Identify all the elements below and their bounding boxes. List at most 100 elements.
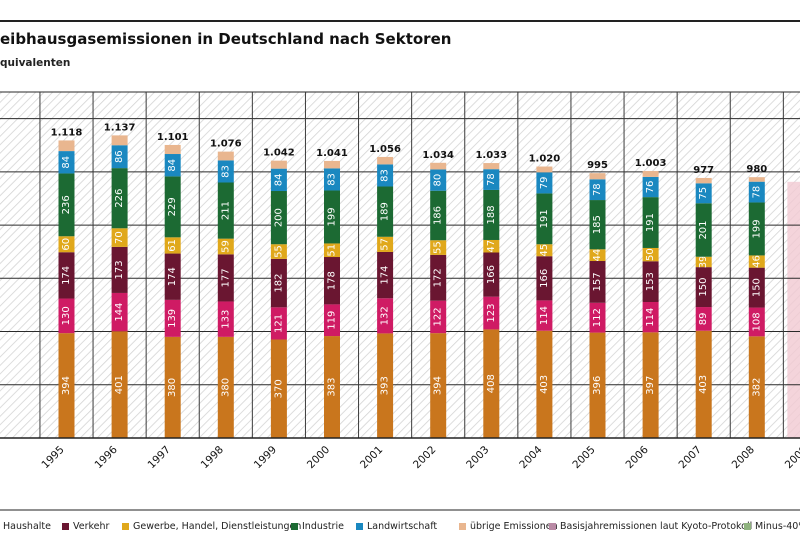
- bar-segment: [164, 176, 181, 238]
- bar-value-label: 114: [645, 308, 656, 327]
- bar-value-label: 46: [751, 255, 762, 268]
- legend-item: Haushalte: [3, 521, 51, 532]
- bar-value-label: 380: [220, 378, 231, 397]
- bar-value-label: 397: [645, 376, 656, 395]
- bar-value-label: 229: [167, 197, 178, 216]
- bar-segment: [589, 332, 606, 438]
- bar-segment: [483, 239, 500, 253]
- bar-segment: [58, 298, 75, 334]
- bar-segment: [695, 183, 712, 204]
- bar-segment: [536, 244, 553, 257]
- bar-value-label: 39: [698, 256, 709, 269]
- x-tick-label: 1996: [92, 444, 120, 472]
- bar-value-label: 78: [486, 173, 497, 186]
- bar-value-label: 191: [539, 209, 550, 228]
- bar-value-label: 78: [592, 183, 603, 196]
- bar-segment: [483, 252, 500, 297]
- x-tick-label: 2009: [783, 444, 800, 471]
- bar-value-label: 83: [220, 165, 231, 178]
- bar-value-label: 211: [220, 201, 231, 220]
- bar-value-label: 51: [327, 244, 338, 257]
- bar-segment: [377, 164, 394, 187]
- bar-segment: [430, 190, 447, 241]
- bar-total-label: 1.056: [369, 144, 401, 155]
- bar-value-label: 200: [273, 208, 284, 227]
- bar-segment: [589, 179, 606, 201]
- plot-background: [0, 92, 800, 438]
- bar-value-label: 80: [433, 174, 444, 187]
- bar-segment: [695, 307, 712, 331]
- bar-segment: [111, 228, 128, 247]
- bar-segment: [589, 200, 606, 250]
- bar-total-label: 1.042: [263, 148, 295, 159]
- bar-value-label: 396: [592, 376, 603, 395]
- bar-segment: [536, 330, 553, 438]
- bar-value-label: 122: [433, 307, 444, 326]
- bar-segment: [217, 238, 234, 255]
- bar-value-label: 76: [645, 181, 656, 194]
- bar-value-label: 166: [486, 265, 497, 284]
- bar-segment: [270, 339, 287, 438]
- bar-value-label: 44: [592, 249, 603, 262]
- plot-area-hatch: [0, 92, 800, 438]
- bar-segment: [748, 255, 765, 268]
- bar-segment: [58, 333, 75, 438]
- legend-item: Gewerbe, Handel, Dienstleistungen: [122, 521, 301, 532]
- bar-segment: [270, 160, 287, 169]
- bar-segment: [270, 191, 287, 245]
- bar-total-label: 1.033: [475, 150, 507, 161]
- bar-total-label: 1.034: [422, 150, 454, 161]
- legend-swatch: [62, 523, 69, 530]
- bar-value-label: 393: [380, 376, 391, 395]
- bar-segment: [695, 256, 712, 268]
- bar-segment: [164, 299, 181, 337]
- bar-segment: [111, 246, 128, 293]
- totals-layer: 1.118 1.137 1.101 1.076 1.042 1.041 1.056 1.034…: [51, 122, 800, 193]
- bar-segment: [111, 331, 128, 438]
- bar-value-label: 55: [273, 245, 284, 258]
- legend-swatch: [356, 523, 363, 530]
- bar-value-label: 166: [539, 269, 550, 288]
- bar-value-label: 153: [645, 272, 656, 291]
- bar-value-label: 50: [645, 248, 656, 261]
- bar-segment: [217, 254, 234, 302]
- bar-segment: [695, 267, 712, 308]
- bar-segment: [748, 267, 765, 308]
- bar-segment: [536, 193, 553, 245]
- bar-segment: [430, 240, 447, 255]
- bar-segment: [589, 249, 606, 262]
- bar-total-label: 977: [693, 165, 714, 176]
- legend-label: Verkehr: [73, 521, 110, 532]
- bar-value-label: 226: [114, 189, 125, 208]
- bar-segment: [217, 182, 234, 239]
- bar-value-label: 84: [167, 159, 178, 172]
- bar-segment: [589, 261, 606, 303]
- bar-segment: [748, 202, 765, 256]
- bar-value-label: 84: [273, 173, 284, 186]
- bar-segment: [642, 176, 659, 198]
- legend-swatch: [744, 523, 751, 530]
- bar-value-label: 185: [592, 215, 603, 234]
- bar-segment: [324, 257, 340, 305]
- legend-item: Verkehr: [62, 521, 109, 532]
- bar-value-label: 173: [114, 260, 125, 279]
- bar-value-label: 130: [61, 306, 72, 325]
- bar-segment: [111, 292, 128, 332]
- bar-value-label: 199: [327, 207, 338, 226]
- bar-total-label: 1.020: [529, 154, 561, 165]
- bar-total-label: 1.041: [316, 148, 348, 159]
- bar-value-label: 59: [220, 240, 231, 253]
- x-tick-label: 2003: [464, 444, 491, 471]
- bar-value-label: 394: [61, 376, 72, 395]
- bar-segment: [164, 253, 181, 300]
- bar-segment: [164, 336, 181, 438]
- bar-total-label: 1.101: [157, 132, 189, 143]
- bar-segment: [377, 251, 394, 299]
- bar-segment: [748, 307, 765, 337]
- bar-segment: [536, 172, 553, 194]
- bar-value-label: 83: [380, 169, 391, 182]
- bar-segment: [430, 169, 447, 191]
- bar-total-label: 1.118: [51, 127, 83, 138]
- bar-segment: [589, 173, 606, 180]
- bar-value-label: 370: [273, 379, 284, 398]
